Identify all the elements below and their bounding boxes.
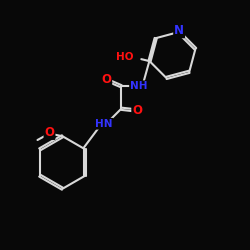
Text: HN: HN	[95, 119, 112, 129]
Text: NH: NH	[130, 81, 148, 91]
Text: O: O	[44, 126, 54, 139]
Text: N: N	[174, 24, 184, 37]
Text: O: O	[132, 104, 142, 117]
Text: O: O	[101, 73, 111, 86]
Text: HO: HO	[116, 52, 134, 62]
